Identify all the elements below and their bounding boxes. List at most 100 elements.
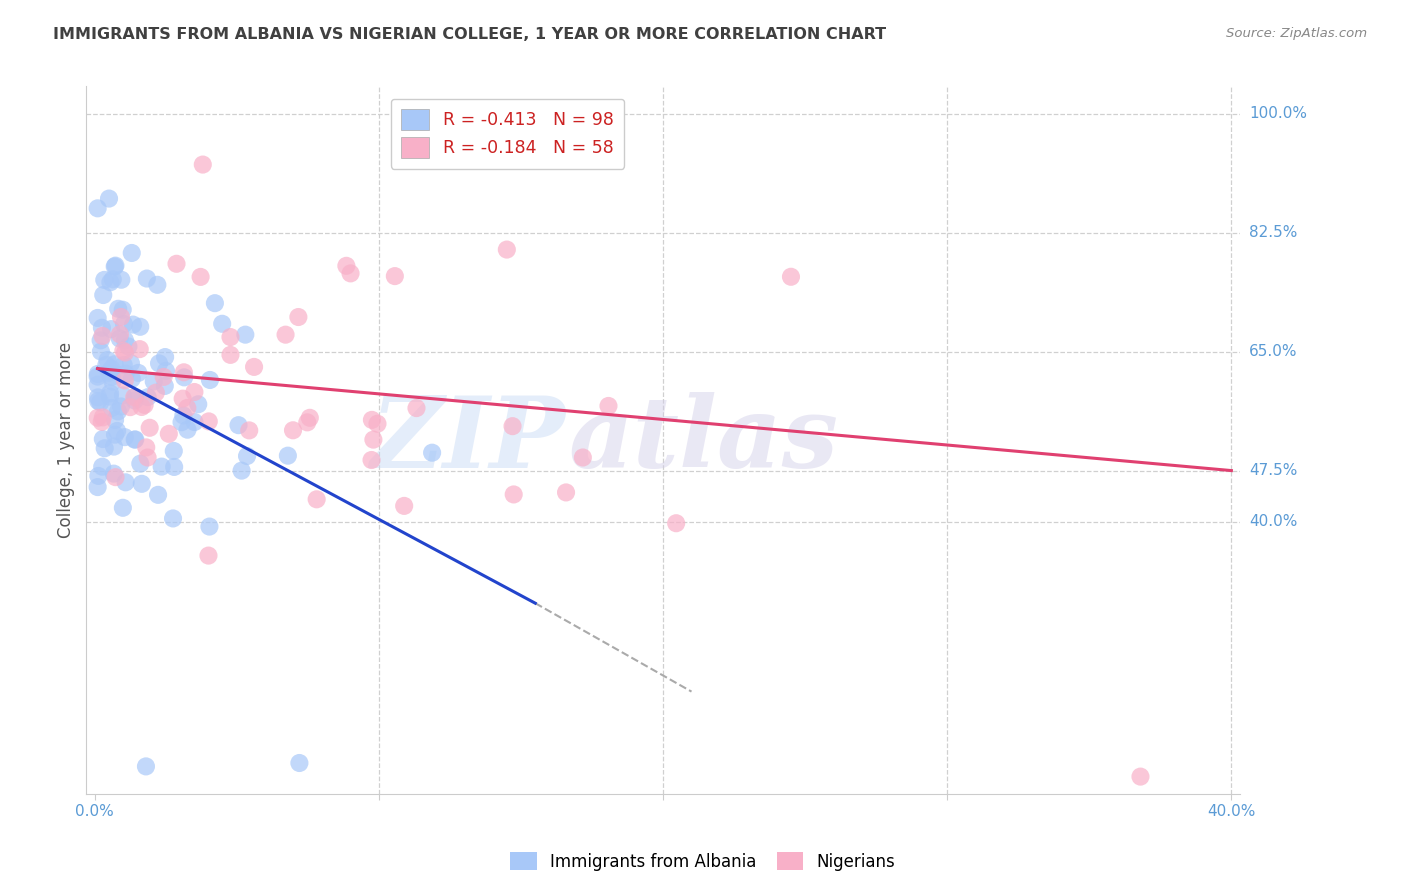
Point: [127, 366, 149, 380]
Point: [138, 421, 160, 435]
Point: [89, 395, 111, 409]
Point: [780, 269, 803, 284]
Point: [110, 273, 132, 287]
Point: [183, 384, 205, 399]
Legend: Immigrants from Albania, Nigerians: Immigrants from Albania, Nigerians: [503, 846, 903, 878]
Point: [163, 459, 186, 474]
Point: [420, 446, 443, 460]
Point: [108, 327, 131, 342]
Point: [183, 415, 205, 429]
Point: [187, 397, 209, 411]
Point: [121, 372, 143, 386]
Point: [100, 401, 122, 415]
Point: [176, 423, 198, 437]
Point: [392, 499, 415, 513]
Point: [204, 296, 226, 310]
Point: [287, 310, 309, 324]
Point: [361, 413, 384, 427]
Point: [153, 350, 176, 364]
Text: IMMIGRANTS FROM ALBANIA VS NIGERIAN COLLEGE, 1 YEAR OR MORE CORRELATION CHART: IMMIGRANTS FROM ALBANIA VS NIGERIAN COLL…: [53, 27, 887, 42]
Point: [495, 243, 517, 257]
Point: [120, 400, 142, 414]
Point: [124, 393, 146, 408]
Point: [170, 415, 193, 429]
Point: [366, 417, 388, 431]
Point: [91, 432, 114, 446]
Point: [572, 450, 595, 465]
Point: [100, 362, 122, 376]
Point: [502, 419, 524, 434]
Point: [190, 269, 212, 284]
Point: [236, 449, 259, 463]
Point: [100, 369, 122, 384]
Point: [114, 475, 136, 490]
Point: [243, 359, 266, 374]
Point: [114, 367, 136, 381]
Point: [97, 366, 120, 380]
Point: [98, 192, 121, 206]
Point: [305, 492, 328, 507]
Point: [98, 364, 121, 378]
Point: [131, 476, 153, 491]
Point: [86, 377, 108, 392]
Point: [124, 433, 146, 447]
Point: [335, 259, 357, 273]
Point: [173, 365, 195, 379]
Point: [131, 400, 153, 414]
Point: [122, 318, 145, 332]
Point: [104, 259, 127, 273]
Point: [110, 310, 132, 324]
Legend: R = -0.413   N = 98, R = -0.184   N = 58: R = -0.413 N = 98, R = -0.184 N = 58: [391, 99, 624, 169]
Text: atlas: atlas: [568, 392, 838, 488]
Point: [157, 426, 180, 441]
Point: [135, 441, 157, 455]
Point: [91, 410, 114, 425]
Point: [87, 394, 110, 409]
Point: [142, 375, 165, 389]
Point: [111, 388, 134, 402]
Point: [136, 390, 159, 404]
Point: [146, 277, 169, 292]
Point: [219, 348, 242, 362]
Point: [117, 339, 139, 353]
Point: [598, 399, 620, 413]
Point: [104, 470, 127, 484]
Point: [134, 398, 156, 412]
Point: [277, 449, 299, 463]
Point: [238, 424, 260, 438]
Point: [136, 450, 159, 465]
Point: [502, 487, 524, 501]
Point: [108, 332, 131, 346]
Point: [129, 319, 152, 334]
Point: [135, 759, 157, 773]
Point: [93, 442, 115, 456]
Point: [121, 246, 143, 260]
Point: [162, 511, 184, 525]
Point: [111, 500, 134, 515]
Point: [219, 330, 242, 344]
Point: [91, 329, 114, 343]
Point: [173, 370, 195, 384]
Y-axis label: College, 1 year or more: College, 1 year or more: [58, 342, 75, 538]
Point: [98, 275, 121, 289]
Point: [87, 390, 110, 404]
Point: [87, 469, 110, 483]
Point: [124, 433, 146, 447]
Point: [96, 358, 118, 372]
Point: [111, 302, 134, 317]
Point: [112, 343, 135, 358]
Point: [93, 273, 115, 287]
Point: [120, 356, 142, 370]
Point: [176, 401, 198, 415]
Point: [98, 390, 121, 404]
Text: 65.0%: 65.0%: [1249, 344, 1298, 359]
Point: [233, 327, 256, 342]
Text: 47.5%: 47.5%: [1249, 463, 1298, 478]
Point: [148, 356, 170, 370]
Point: [665, 516, 688, 531]
Point: [100, 322, 122, 336]
Point: [155, 364, 177, 378]
Point: [90, 334, 112, 348]
Point: [107, 301, 129, 316]
Point: [103, 440, 125, 454]
